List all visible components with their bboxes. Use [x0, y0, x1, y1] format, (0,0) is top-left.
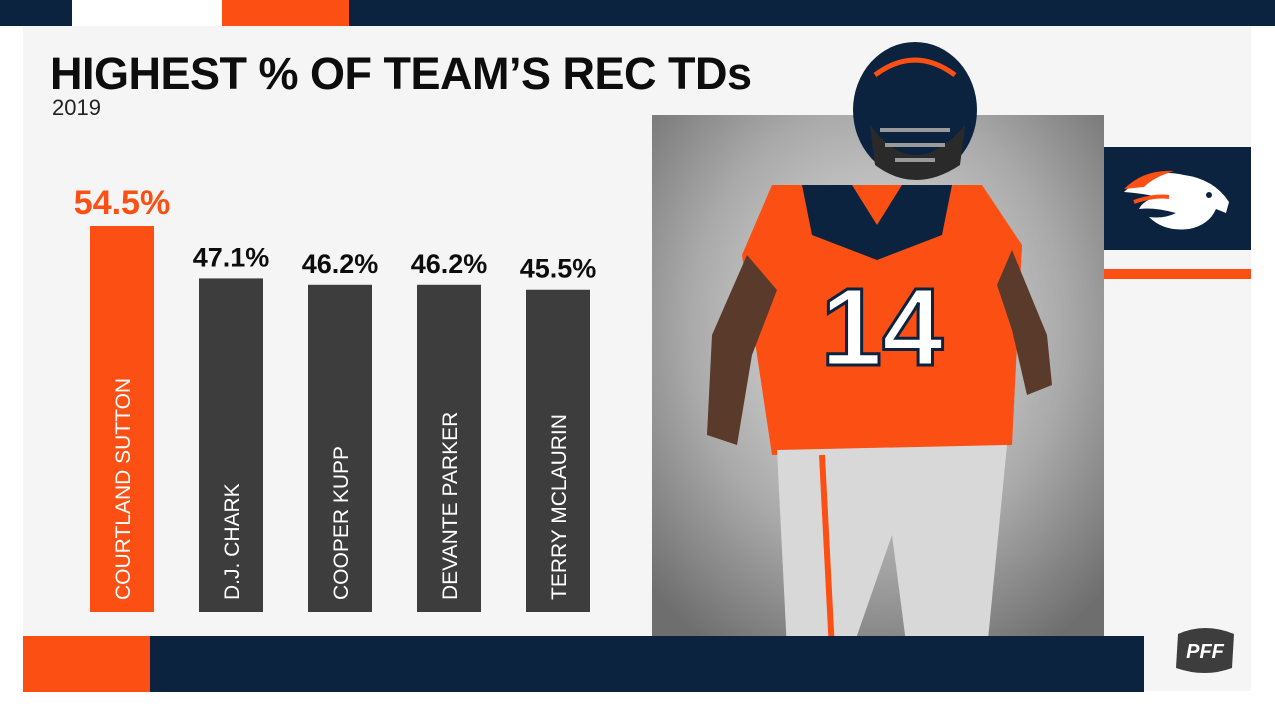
category-label-1: D.J. CHARK: [221, 483, 244, 600]
value-label-0: 54.5%: [74, 184, 170, 222]
pff-logo-text: PFF: [1186, 641, 1225, 663]
value-label-1: 47.1%: [193, 242, 270, 272]
top-bar-orange-stripe: [222, 0, 349, 26]
top-bar-white-stripe: [72, 0, 222, 26]
pff-logo-icon: PFF: [1176, 628, 1234, 673]
team-logo-box: [1104, 147, 1251, 250]
chart-subtitle: 2019: [52, 95, 101, 120]
category-label-4: TERRY MCLAURIN: [548, 414, 571, 600]
bar-chart: 54.5% COURTLAND SUTTON 47.1% D.J. CHARK 46.2…: [74, 184, 597, 612]
bottom-bar-navy: [150, 636, 1144, 692]
bar-3: [417, 284, 481, 612]
bar-0: [90, 226, 154, 612]
category-label-0: COURTLAND SUTTON: [112, 378, 135, 600]
player-photo: 14: [652, 115, 1104, 650]
category-label-2: COOPER KUPP: [330, 446, 353, 600]
bar-1: [199, 278, 263, 612]
value-label-2: 46.2%: [302, 249, 379, 279]
value-label-3: 46.2%: [411, 249, 488, 279]
logo-orange-stripe: [1104, 269, 1251, 279]
bar-4: [526, 289, 590, 612]
category-label-3: DEVANTE PARKER: [439, 412, 462, 600]
broncos-horse-icon: [1124, 170, 1229, 230]
svg-text:14: 14: [821, 266, 943, 389]
bar-2: [308, 284, 372, 612]
value-label-4: 45.5%: [520, 254, 597, 284]
bottom-bar-orange: [23, 636, 150, 692]
chart-title: HIGHEST % OF TEAM’S REC TDs: [50, 48, 752, 99]
helmet-icon: [853, 42, 977, 180]
